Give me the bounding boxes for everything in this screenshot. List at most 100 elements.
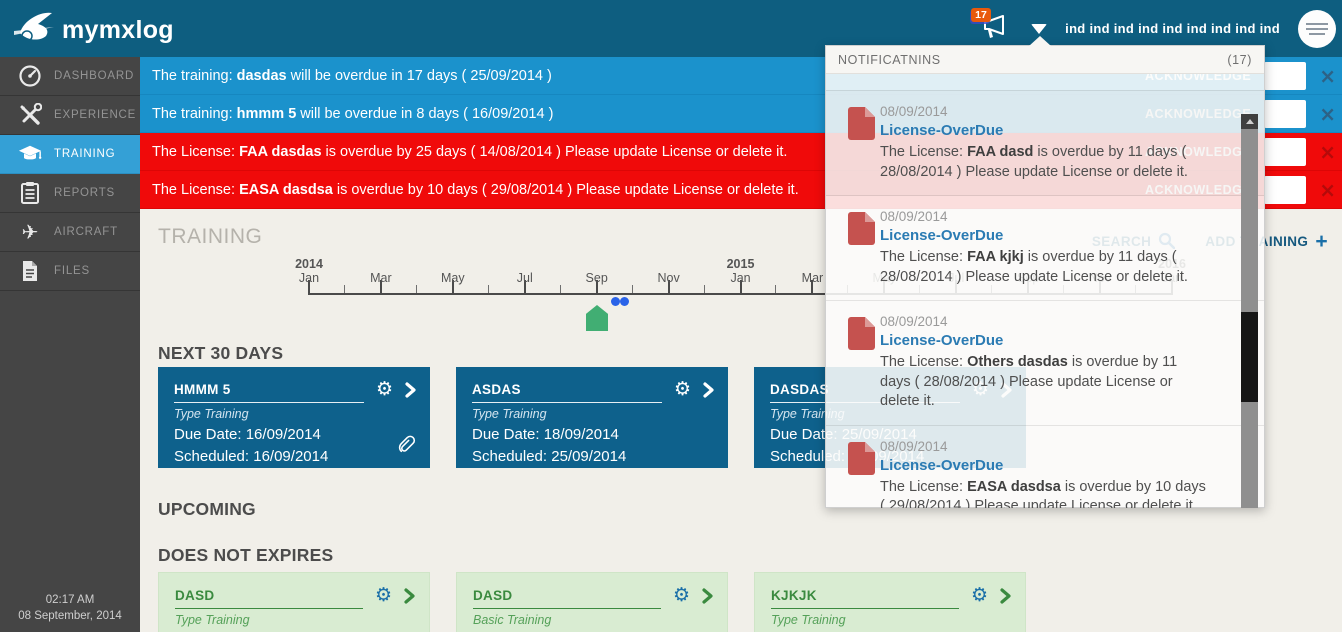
- clock-time: 02:17 AM: [45, 594, 95, 606]
- gear-icon[interactable]: ⚙: [672, 584, 690, 606]
- timeline-tick: [523, 280, 526, 293]
- training-card-asdas[interactable]: ASDAS ⚙ Type Training Due Date: 18/09/20…: [456, 367, 728, 468]
- paperclip-icon[interactable]: [394, 433, 416, 460]
- acknowledge-button[interactable]: [1264, 100, 1307, 128]
- card-type: Type Training: [175, 613, 250, 627]
- file-icon: [18, 259, 42, 283]
- timeline-tick: [811, 280, 814, 293]
- chevron-down-icon[interactable]: [1031, 23, 1048, 34]
- close-icon[interactable]: ×: [1319, 178, 1336, 202]
- notifications-body: 08/09/2014 License-OverDue The License: …: [826, 74, 1264, 508]
- user-menu[interactable]: ind ind ind ind ind ind ind ind ind: [1065, 21, 1280, 36]
- chevron-right-icon[interactable]: [703, 381, 714, 398]
- notification-date: 08/09/2014: [880, 209, 948, 224]
- upcoming-heading: UPCOMING: [158, 499, 256, 519]
- timeline-current-marker[interactable]: [586, 305, 608, 331]
- does-not-expire-cards: DASD ⚙ Type Training Due Date: N/A DASD …: [158, 572, 1026, 632]
- logo[interactable]: mymxlog: [12, 9, 174, 52]
- chevron-right-icon[interactable]: [1000, 587, 1011, 604]
- notifications-toggle[interactable]: 17: [971, 7, 1013, 46]
- notification-title-link[interactable]: License-OverDue: [880, 227, 1004, 244]
- chevron-right-icon[interactable]: [702, 587, 713, 604]
- panel-scrollbar[interactable]: [1241, 114, 1258, 508]
- sidebar-item-files[interactable]: FILES: [0, 252, 140, 291]
- notification-title-link[interactable]: License-OverDue: [880, 456, 1004, 474]
- close-icon[interactable]: ×: [1319, 64, 1336, 88]
- close-icon[interactable]: ×: [1319, 102, 1336, 126]
- card-scheduled: Scheduled: 16/09/2014: [174, 448, 329, 465]
- timeline-event-dot[interactable]: [620, 297, 629, 306]
- timeline-tick: [703, 285, 705, 293]
- banner-message: The License: EASA dasdsa is overdue by 1…: [152, 181, 799, 198]
- card-title: ASDAS: [472, 382, 662, 403]
- training-card-hmmm5[interactable]: HMMM 5 ⚙ Type Training Due Date: 16/09/2…: [158, 367, 430, 468]
- chevron-right-icon[interactable]: [405, 381, 416, 398]
- timeline-tick: [775, 285, 777, 293]
- notification-text: The License: FAA dasd is overdue by 11 d…: [880, 144, 1188, 180]
- acknowledge-button[interactable]: [1264, 138, 1307, 166]
- scroll-up-button[interactable]: [1241, 114, 1258, 129]
- notification-text: The License: Others dasdas is overdue by…: [880, 354, 1178, 409]
- notifications-count: (17): [1227, 52, 1252, 67]
- gear-icon[interactable]: ⚙: [673, 378, 691, 400]
- gear-icon[interactable]: ⚙: [375, 378, 393, 400]
- card-due: Due Date: 16/09/2014: [174, 426, 321, 443]
- timeline-tick: [631, 285, 633, 293]
- card-title: DASD: [473, 588, 661, 609]
- avatar[interactable]: [1298, 9, 1336, 48]
- logo-text: mymxlog: [62, 16, 174, 44]
- chevron-right-icon[interactable]: [404, 587, 415, 604]
- timeline-month-label: Mar: [801, 271, 824, 285]
- gear-icon[interactable]: ⚙: [374, 584, 392, 606]
- notification-item[interactable]: 08/09/2014 License-OverDue The License: …: [826, 196, 1264, 301]
- card-title: HMMM 5: [174, 382, 364, 403]
- sidebar-label: AIRCRAFT: [54, 226, 118, 238]
- timeline-month-label: Sep: [585, 271, 608, 285]
- timeline-month-label: Mar: [370, 271, 392, 285]
- timeline-axis: [308, 293, 1173, 295]
- notification-title-link[interactable]: License-OverDue: [880, 332, 1004, 349]
- training-card-kjkjk[interactable]: KJKJK ⚙ Type Training Due Date: N/A: [754, 572, 1026, 632]
- plus-icon: +: [1315, 230, 1328, 253]
- sidebar-item-dashboard[interactable]: DASHBOARD: [0, 57, 140, 96]
- timeline-tick: [379, 280, 382, 293]
- notification-item[interactable]: 08/09/2014 License-OverDue The License: …: [826, 90, 1264, 196]
- sidebar-label: TRAINING: [54, 148, 116, 160]
- timeline-tick: [451, 280, 454, 293]
- card-title: KJKJK: [771, 588, 959, 609]
- sidebar-label: FILES: [54, 265, 90, 277]
- sidebar-clock: 02:17 AM 08 September, 2014: [0, 592, 140, 624]
- document-icon: [848, 107, 875, 145]
- timeline-month-label: Jan: [298, 271, 320, 285]
- timeline-month-label: Jan: [730, 271, 751, 285]
- notification-item[interactable]: 08/09/2014 License-OverDue The License: …: [826, 426, 1264, 508]
- scrollbar-thumb[interactable]: [1241, 312, 1258, 402]
- gear-icon[interactable]: ⚙: [970, 584, 988, 606]
- timeline-event-dot[interactable]: [611, 297, 620, 306]
- notifications-panel: NOTIFICATNINS (17) 08/09/2014 License-Ov…: [825, 36, 1265, 508]
- training-card-dasd-2[interactable]: DASD ⚙ Basic Training Due Date: N/A: [456, 572, 728, 632]
- acknowledge-button[interactable]: [1264, 62, 1307, 90]
- notification-date: 08/09/2014: [880, 104, 948, 119]
- document-icon: [848, 212, 875, 250]
- acknowledge-button[interactable]: [1264, 176, 1307, 204]
- sidebar-item-reports[interactable]: REPORTS: [0, 174, 140, 213]
- sidebar-label: DASHBOARD: [54, 70, 135, 82]
- sidebar-item-experience[interactable]: EXPERIENCE: [0, 96, 140, 135]
- clock-date: 08 September, 2014: [18, 610, 122, 622]
- close-icon[interactable]: ×: [1319, 140, 1336, 164]
- card-type: Type Training: [472, 407, 547, 421]
- sidebar: DASHBOARD EXPERIENCE TRAINING REPORTS ✈ …: [0, 57, 140, 632]
- training-card-dasd-1[interactable]: DASD ⚙ Type Training Due Date: N/A: [158, 572, 430, 632]
- sidebar-item-aircraft[interactable]: ✈ AIRCRAFT: [0, 213, 140, 252]
- document-icon: [848, 317, 875, 355]
- page-title: TRAINING: [158, 225, 263, 248]
- card-due: Due Date: 18/09/2014: [472, 426, 619, 443]
- tools-icon: [18, 103, 42, 127]
- banner-message: The training: hmmm 5 will be overdue in …: [152, 105, 554, 122]
- notification-item[interactable]: 08/09/2014 License-OverDue The License: …: [826, 301, 1264, 426]
- notification-count-badge: 17: [971, 7, 991, 22]
- sidebar-item-training[interactable]: TRAINING: [0, 135, 140, 174]
- notification-title-link[interactable]: License-OverDue: [880, 122, 1004, 139]
